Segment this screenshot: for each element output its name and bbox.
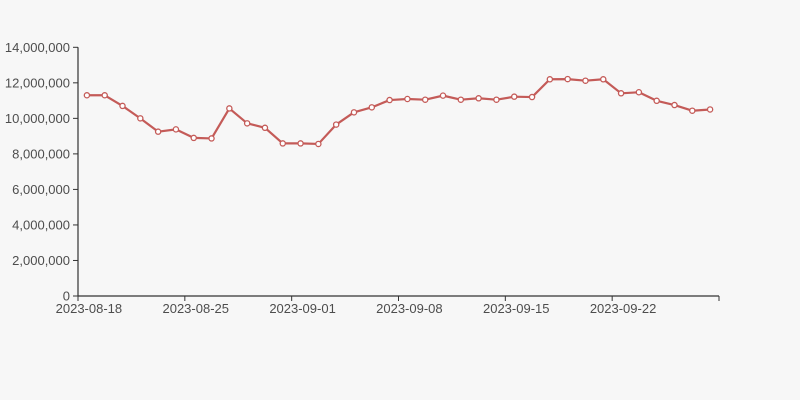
data-point-marker — [546, 76, 554, 83]
data-point-marker — [635, 88, 643, 96]
data-point-marker — [510, 93, 518, 100]
data-point-marker — [243, 120, 251, 127]
x-tick-label: 2023-09-22 — [590, 301, 657, 316]
data-point-marker — [600, 76, 607, 83]
data-point-marker — [689, 107, 696, 114]
y-tick-label: 10,000,000 — [5, 111, 70, 126]
data-point-marker — [582, 77, 589, 84]
data-point-marker — [137, 115, 144, 122]
data-point-marker — [101, 92, 108, 99]
y-tick-label: 14,000,000 — [5, 40, 70, 55]
data-point-marker — [332, 121, 340, 128]
data-point-marker — [261, 124, 269, 132]
data-point-marker — [190, 134, 197, 142]
x-tick-label: 2023-09-01 — [269, 301, 336, 316]
data-point-marker — [119, 102, 126, 110]
y-tick-label: 4,000,000 — [12, 217, 70, 232]
data-point-marker — [421, 96, 429, 103]
data-point-marker — [493, 96, 500, 103]
data-point-marker — [404, 95, 411, 103]
data-point-marker — [226, 105, 233, 112]
data-point-marker — [439, 92, 447, 99]
data-point-marker — [208, 135, 215, 142]
data-point-marker — [297, 140, 304, 147]
y-tick-label: 0 — [63, 289, 70, 304]
x-tick-label: 2023-09-08 — [376, 301, 443, 316]
data-point-marker — [528, 93, 536, 101]
y-tick-label: 6,000,000 — [12, 182, 70, 197]
data-point-marker — [83, 92, 91, 99]
data-point-marker — [350, 109, 358, 116]
data-point-marker — [457, 96, 465, 103]
data-point-marker — [315, 140, 322, 148]
data-point-marker — [653, 97, 660, 105]
y-tick-label: 8,000,000 — [12, 146, 70, 161]
x-tick-label: 2023-08-18 — [56, 301, 123, 316]
data-point-marker — [617, 90, 625, 97]
data-point-marker — [706, 106, 714, 113]
data-point-marker — [475, 95, 482, 102]
data-point-marker — [154, 128, 162, 135]
data-point-marker — [671, 101, 678, 109]
y-tick-label: 2,000,000 — [12, 253, 70, 268]
x-tick-label: 2023-09-15 — [483, 301, 550, 316]
data-point-marker — [368, 104, 376, 111]
series-line — [85, 77, 712, 146]
data-point-marker — [386, 96, 393, 104]
x-tick-label: 2023-08-25 — [162, 301, 229, 316]
data-point-marker — [564, 75, 571, 83]
y-tick-label: 12,000,000 — [5, 75, 70, 90]
data-point-marker — [172, 126, 180, 133]
data-point-marker — [279, 140, 287, 147]
